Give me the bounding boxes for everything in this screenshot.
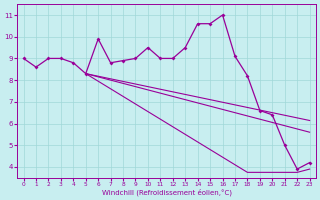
- X-axis label: Windchill (Refroidissement éolien,°C): Windchill (Refroidissement éolien,°C): [101, 188, 232, 196]
